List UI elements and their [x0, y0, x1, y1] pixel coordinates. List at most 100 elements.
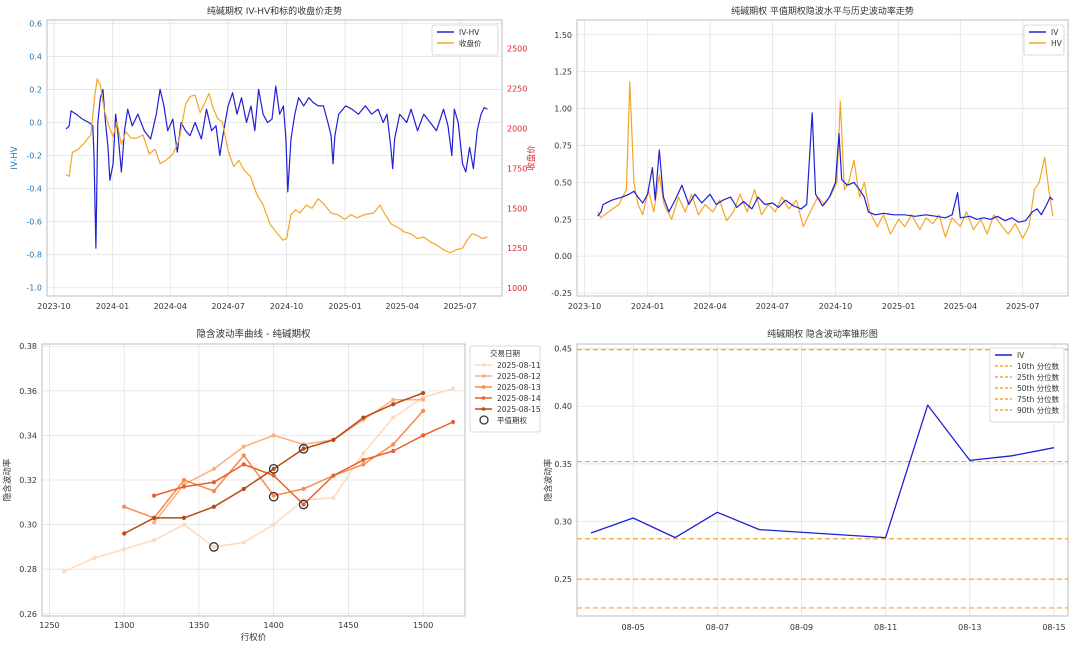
- x-tick-label: 08-09: [790, 623, 813, 632]
- iv-smile-chart: 1250 1300 1350 1400 1450 1500 0.26 0.28 0.30 0.32…: [2, 328, 541, 643]
- x-tick-label: 08-13: [958, 623, 981, 632]
- smile-line: [64, 387, 454, 573]
- x-tick-label: 08-07: [706, 623, 729, 632]
- x-tick-label: 1400: [263, 621, 283, 630]
- legend-entry: 90th 分位数: [1017, 405, 1060, 415]
- y-axis-label: 隐含波动率: [543, 458, 554, 501]
- smile-point: [92, 555, 97, 561]
- y-tick-label: 0.25: [554, 215, 572, 224]
- iv-hv-close-chart: 2023-10 2024-01 2024-04 2024-07 2024-10 2025-…: [10, 5, 537, 311]
- smile-point: [122, 531, 127, 536]
- smile-point: [211, 504, 216, 509]
- x-tick-label: 1350: [189, 621, 209, 630]
- smile-point: [361, 462, 366, 467]
- smile-point: [391, 397, 396, 402]
- legend-marker-atm: [479, 415, 489, 425]
- y-tick-label: 0.28: [19, 565, 37, 574]
- x-tick-label: 2023-10: [568, 302, 601, 311]
- legend-entry: 25th 分位数: [1017, 372, 1060, 382]
- smile-point: [271, 473, 276, 478]
- smile-point: [211, 466, 216, 471]
- x-tick-label: 2024-10: [819, 302, 852, 311]
- atm-marker: [268, 491, 279, 502]
- y-tick-label: 0.36: [19, 387, 37, 396]
- smile-point: [301, 446, 306, 451]
- smile-point: [122, 504, 127, 509]
- y-tick-label: -0.25: [551, 289, 572, 298]
- smile-point: [152, 520, 157, 525]
- x-tick-label: 2024-01: [96, 302, 129, 311]
- smile-point: [241, 444, 246, 449]
- y-tick-label: 0.35: [554, 460, 572, 469]
- legend-entry: IV-HV: [459, 28, 480, 37]
- x-tick-label: 2024-07: [211, 302, 244, 311]
- y2-tick-label: 2000: [507, 124, 527, 133]
- x-tick-label: 08-05: [621, 623, 644, 632]
- legend-entry: 75th 分位数: [1017, 394, 1060, 404]
- smile-line: [153, 398, 424, 523]
- smile-point: [211, 480, 216, 485]
- smile-point: [271, 522, 276, 527]
- y-tick-label: -0.8: [26, 251, 42, 260]
- plot-frame: [41, 343, 466, 617]
- smile-point: [152, 538, 157, 543]
- y-tick-label: 0.0: [29, 118, 42, 127]
- legend-entry: 收盘价: [459, 38, 482, 48]
- series-line-hv: [597, 81, 1054, 239]
- x-tick-label: 2024-01: [631, 302, 664, 311]
- legend-swatch-dot: [481, 396, 486, 400]
- smile-point: [241, 462, 246, 467]
- smile-point: [152, 493, 157, 498]
- legend-title: 交易日期: [490, 348, 520, 358]
- x-tick-label: 2024-04: [154, 302, 187, 311]
- legend-entry: 2025-08-15: [497, 405, 541, 414]
- x-tick-label: 1500: [413, 621, 433, 630]
- x-tick-label: 08-15: [1042, 623, 1065, 632]
- y2-tick-label: 1500: [507, 204, 527, 213]
- iv-cone-chart: 08-05 08-07 08-09 08-11 08-13 08-15 0.25 0.30 0.…: [543, 328, 1069, 632]
- y-tick-label: 0.30: [19, 521, 37, 530]
- y-tick-label: 0.45: [554, 345, 572, 354]
- x-tick-label: 2024-04: [693, 302, 726, 311]
- smile-point: [361, 451, 366, 456]
- smile-point: [211, 544, 216, 549]
- x-tick-label: 1450: [338, 621, 358, 630]
- x-tick-label: 2024-07: [756, 302, 789, 311]
- smile-point: [241, 453, 246, 458]
- y-tick-label: -0.4: [26, 185, 42, 194]
- smile-point: [241, 486, 246, 492]
- y-tick-label: 0.75: [554, 141, 572, 150]
- y-tick-label: 1.00: [554, 105, 572, 114]
- smile-point: [301, 486, 306, 492]
- smile-point: [181, 522, 187, 527]
- smile-point: [391, 415, 396, 420]
- smile-point: [421, 397, 426, 402]
- smile-point: [391, 448, 396, 454]
- x-tick-label: 08-11: [874, 623, 897, 632]
- legend-entry: HV: [1051, 39, 1063, 48]
- y-tick-label: 0.6: [29, 19, 42, 28]
- legend-entry: 2025-08-13: [497, 383, 541, 392]
- atm-marker: [298, 443, 309, 454]
- y-tick-label: -0.6: [26, 218, 42, 227]
- x-tick-label: 2025-07: [1006, 302, 1039, 311]
- y-tick-label: 0.30: [554, 517, 572, 526]
- y-tick-label: -0.2: [26, 152, 42, 161]
- y-tick-label: 0.2: [29, 85, 42, 94]
- y2-tick-label: 1250: [507, 244, 527, 253]
- legend-entry: 平值期权: [497, 415, 527, 425]
- y-axis-label: IV-HV: [10, 146, 20, 169]
- x-tick-label: 2025-04: [386, 302, 419, 311]
- y2-axis-label: 收盘价: [526, 145, 537, 171]
- y-tick-label: 0.4: [29, 52, 42, 61]
- smile-point: [421, 390, 426, 396]
- series-line-iv-hv: [65, 85, 488, 249]
- y-tick-label: 0.00: [554, 252, 572, 261]
- smile-point: [450, 386, 456, 391]
- legend-swatch-dot: [481, 385, 486, 389]
- y-axis-label: 隐含波动率: [2, 458, 13, 501]
- y-tick-label: 0.32: [19, 476, 37, 485]
- iv-vs-hv-chart: 2023-10 2024-01 2024-04 2024-07 2024-10 2025-…: [551, 5, 1069, 311]
- smile-point: [122, 547, 127, 552]
- x-axis-label: 行权价: [241, 632, 267, 643]
